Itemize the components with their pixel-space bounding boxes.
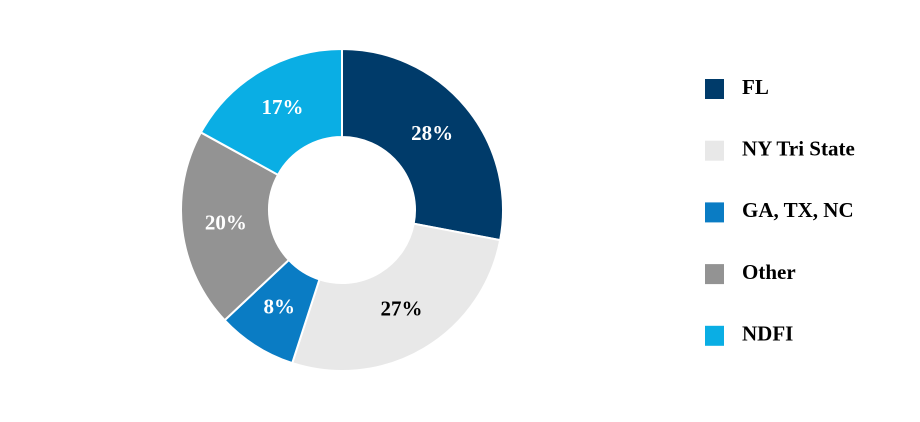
- legend-label: GA, TX, NC: [742, 198, 854, 222]
- legend-swatch: [705, 140, 724, 161]
- slice: [199, 47, 343, 177]
- slice-label: 20%: [205, 210, 247, 234]
- legend-label: NDFI: [742, 322, 793, 346]
- slice-label: 17%: [261, 95, 303, 119]
- legend-swatch: [705, 79, 724, 99]
- legend-label: NY Tri State: [742, 137, 855, 161]
- slice-label: 28%: [411, 121, 453, 145]
- slice: [180, 131, 291, 322]
- legend-swatch: [705, 264, 724, 285]
- slice-label: 27%: [381, 297, 423, 321]
- legend-label: FL: [742, 75, 769, 99]
- legend-label: Other: [742, 260, 796, 284]
- legend-swatch: [705, 325, 724, 346]
- slice-label: 8%: [264, 295, 296, 319]
- slice: [290, 222, 502, 372]
- slice: [341, 47, 504, 242]
- legend-swatch: [705, 202, 724, 223]
